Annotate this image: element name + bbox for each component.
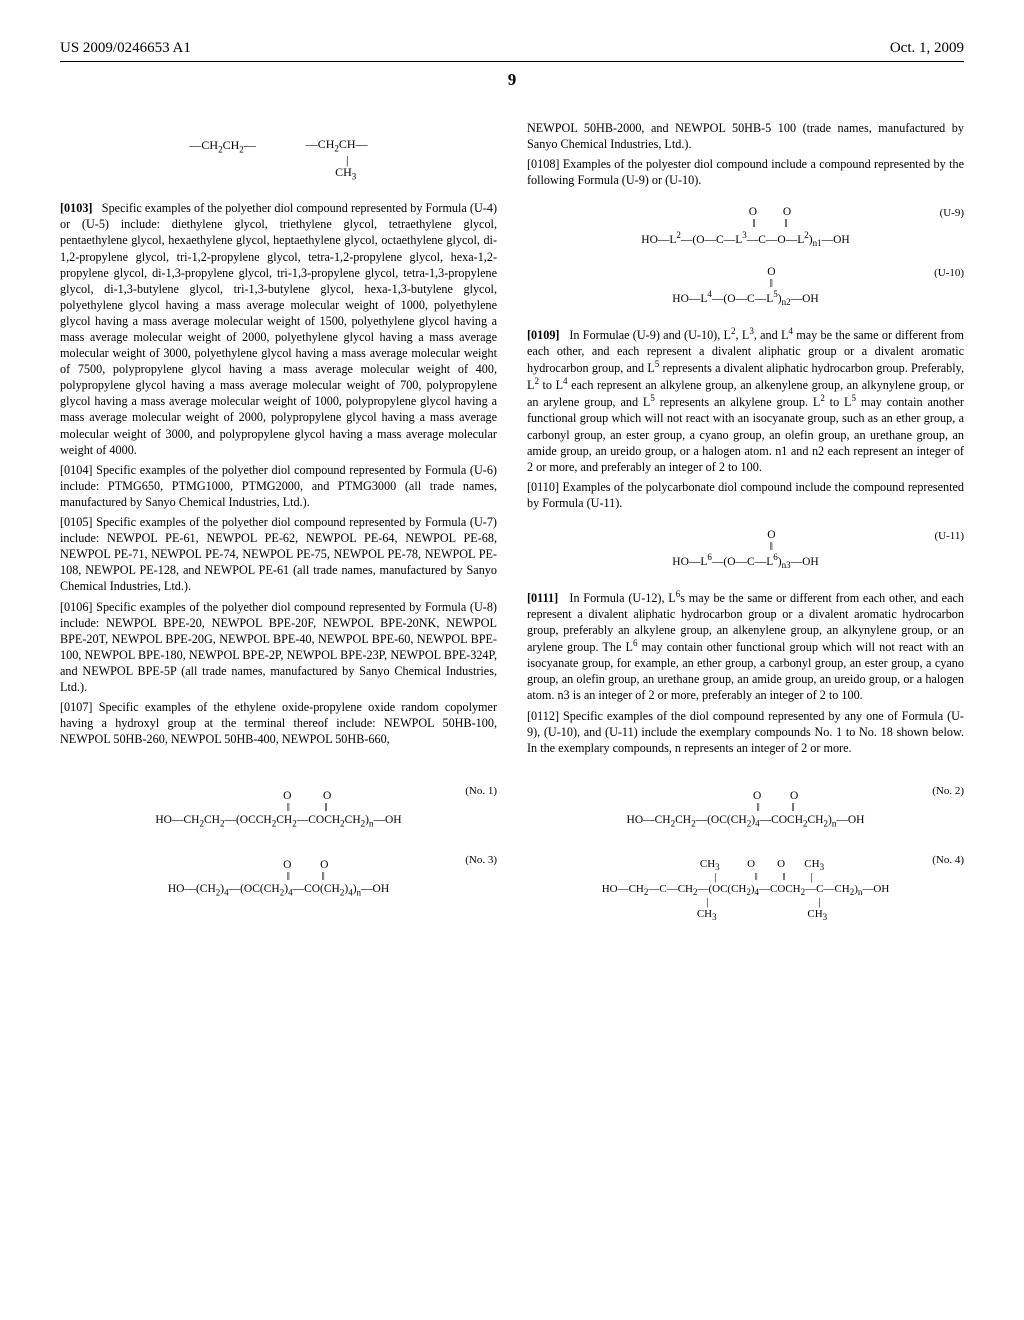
two-column-body: —CH2CH2— —CH2CH— | CH3 [0103] Specific e… <box>60 120 964 760</box>
para-0111: [0111] In Formula (U-12), L6s may be the… <box>527 589 964 704</box>
compound-no4: (No. 4) CH3 O O CH3 | ‖ ‖ | HO—CH2—C—CH2… <box>527 854 964 928</box>
formula-u10-label: (U-10) <box>934 266 964 281</box>
compound-no1: (No. 1) O O ‖ ‖ HO—CH2CH2—(OCCH2CH2—COCH… <box>60 785 497 834</box>
formula-u9-label: (U-9) <box>940 206 964 221</box>
formula-u11: (U-11) O ‖ HO—L6—(O—C—L6)n3—OH <box>527 529 964 571</box>
right-column: NEWPOL 50HB-2000, and NEWPOL 50HB-5 100 … <box>527 120 964 760</box>
para-0107: [0107] Specific examples of the ethylene… <box>60 699 497 747</box>
para-0106: [0106] Specific examples of the polyethe… <box>60 599 497 696</box>
formula-u11-label: (U-11) <box>934 529 964 544</box>
para-0109: [0109] In Formulae (U-9) and (U-10), L2,… <box>527 326 964 475</box>
para-0105: [0105] Specific examples of the polyethe… <box>60 514 497 594</box>
compound-no2: (No. 2) O O ‖ ‖ HO—CH2CH2—(OC(CH2)4—COCH… <box>527 785 964 834</box>
publication-date: Oct. 1, 2009 <box>890 40 964 57</box>
compound-no4-label: (No. 4) <box>932 854 964 866</box>
compound-no1-label: (No. 1) <box>465 785 497 797</box>
para-0103: [0103] Specific examples of the polyethe… <box>60 200 497 458</box>
compound-no3-label: (No. 3) <box>465 854 497 866</box>
page-number: 9 <box>60 70 964 90</box>
para-0104: [0104] Specific examples of the polyethe… <box>60 462 497 510</box>
exemplary-compounds-grid: (No. 1) O O ‖ ‖ HO—CH2CH2—(OCCH2CH2—COCH… <box>60 785 964 928</box>
compound-no3: (No. 3) O O ‖ ‖ HO—(CH2)4—(OC(CH2)4—CO(C… <box>60 854 497 928</box>
fragment-1: —CH2CH2— <box>189 138 255 182</box>
fragment-2: —CH2CH— | CH3 <box>306 138 368 182</box>
para-0107-continued: NEWPOL 50HB-2000, and NEWPOL 50HB-5 100 … <box>527 120 964 152</box>
para-0110: [0110] Examples of the polycarbonate dio… <box>527 479 964 511</box>
left-column: —CH2CH2— —CH2CH— | CH3 [0103] Specific e… <box>60 120 497 760</box>
publication-number: US 2009/0246653 A1 <box>60 40 191 57</box>
compound-no2-label: (No. 2) <box>932 785 964 797</box>
para-0112: [0112] Specific examples of the diol com… <box>527 708 964 756</box>
para-0108: [0108] Examples of the polyester diol co… <box>527 156 964 188</box>
formula-u10: (U-10) O ‖ HO—L4—(O—C—L5)n2—OH <box>527 266 964 308</box>
page-header: US 2009/0246653 A1 Oct. 1, 2009 <box>60 40 964 57</box>
top-structure-fragments: —CH2CH2— —CH2CH— | CH3 <box>60 138 497 182</box>
patent-page: US 2009/0246653 A1 Oct. 1, 2009 9 —CH2CH… <box>0 0 1024 1320</box>
header-rule <box>60 61 964 62</box>
formula-u9: (U-9) O O ‖ ‖ HO—L2—(O—C—L3—C—O—L2)n1—OH <box>527 206 964 248</box>
